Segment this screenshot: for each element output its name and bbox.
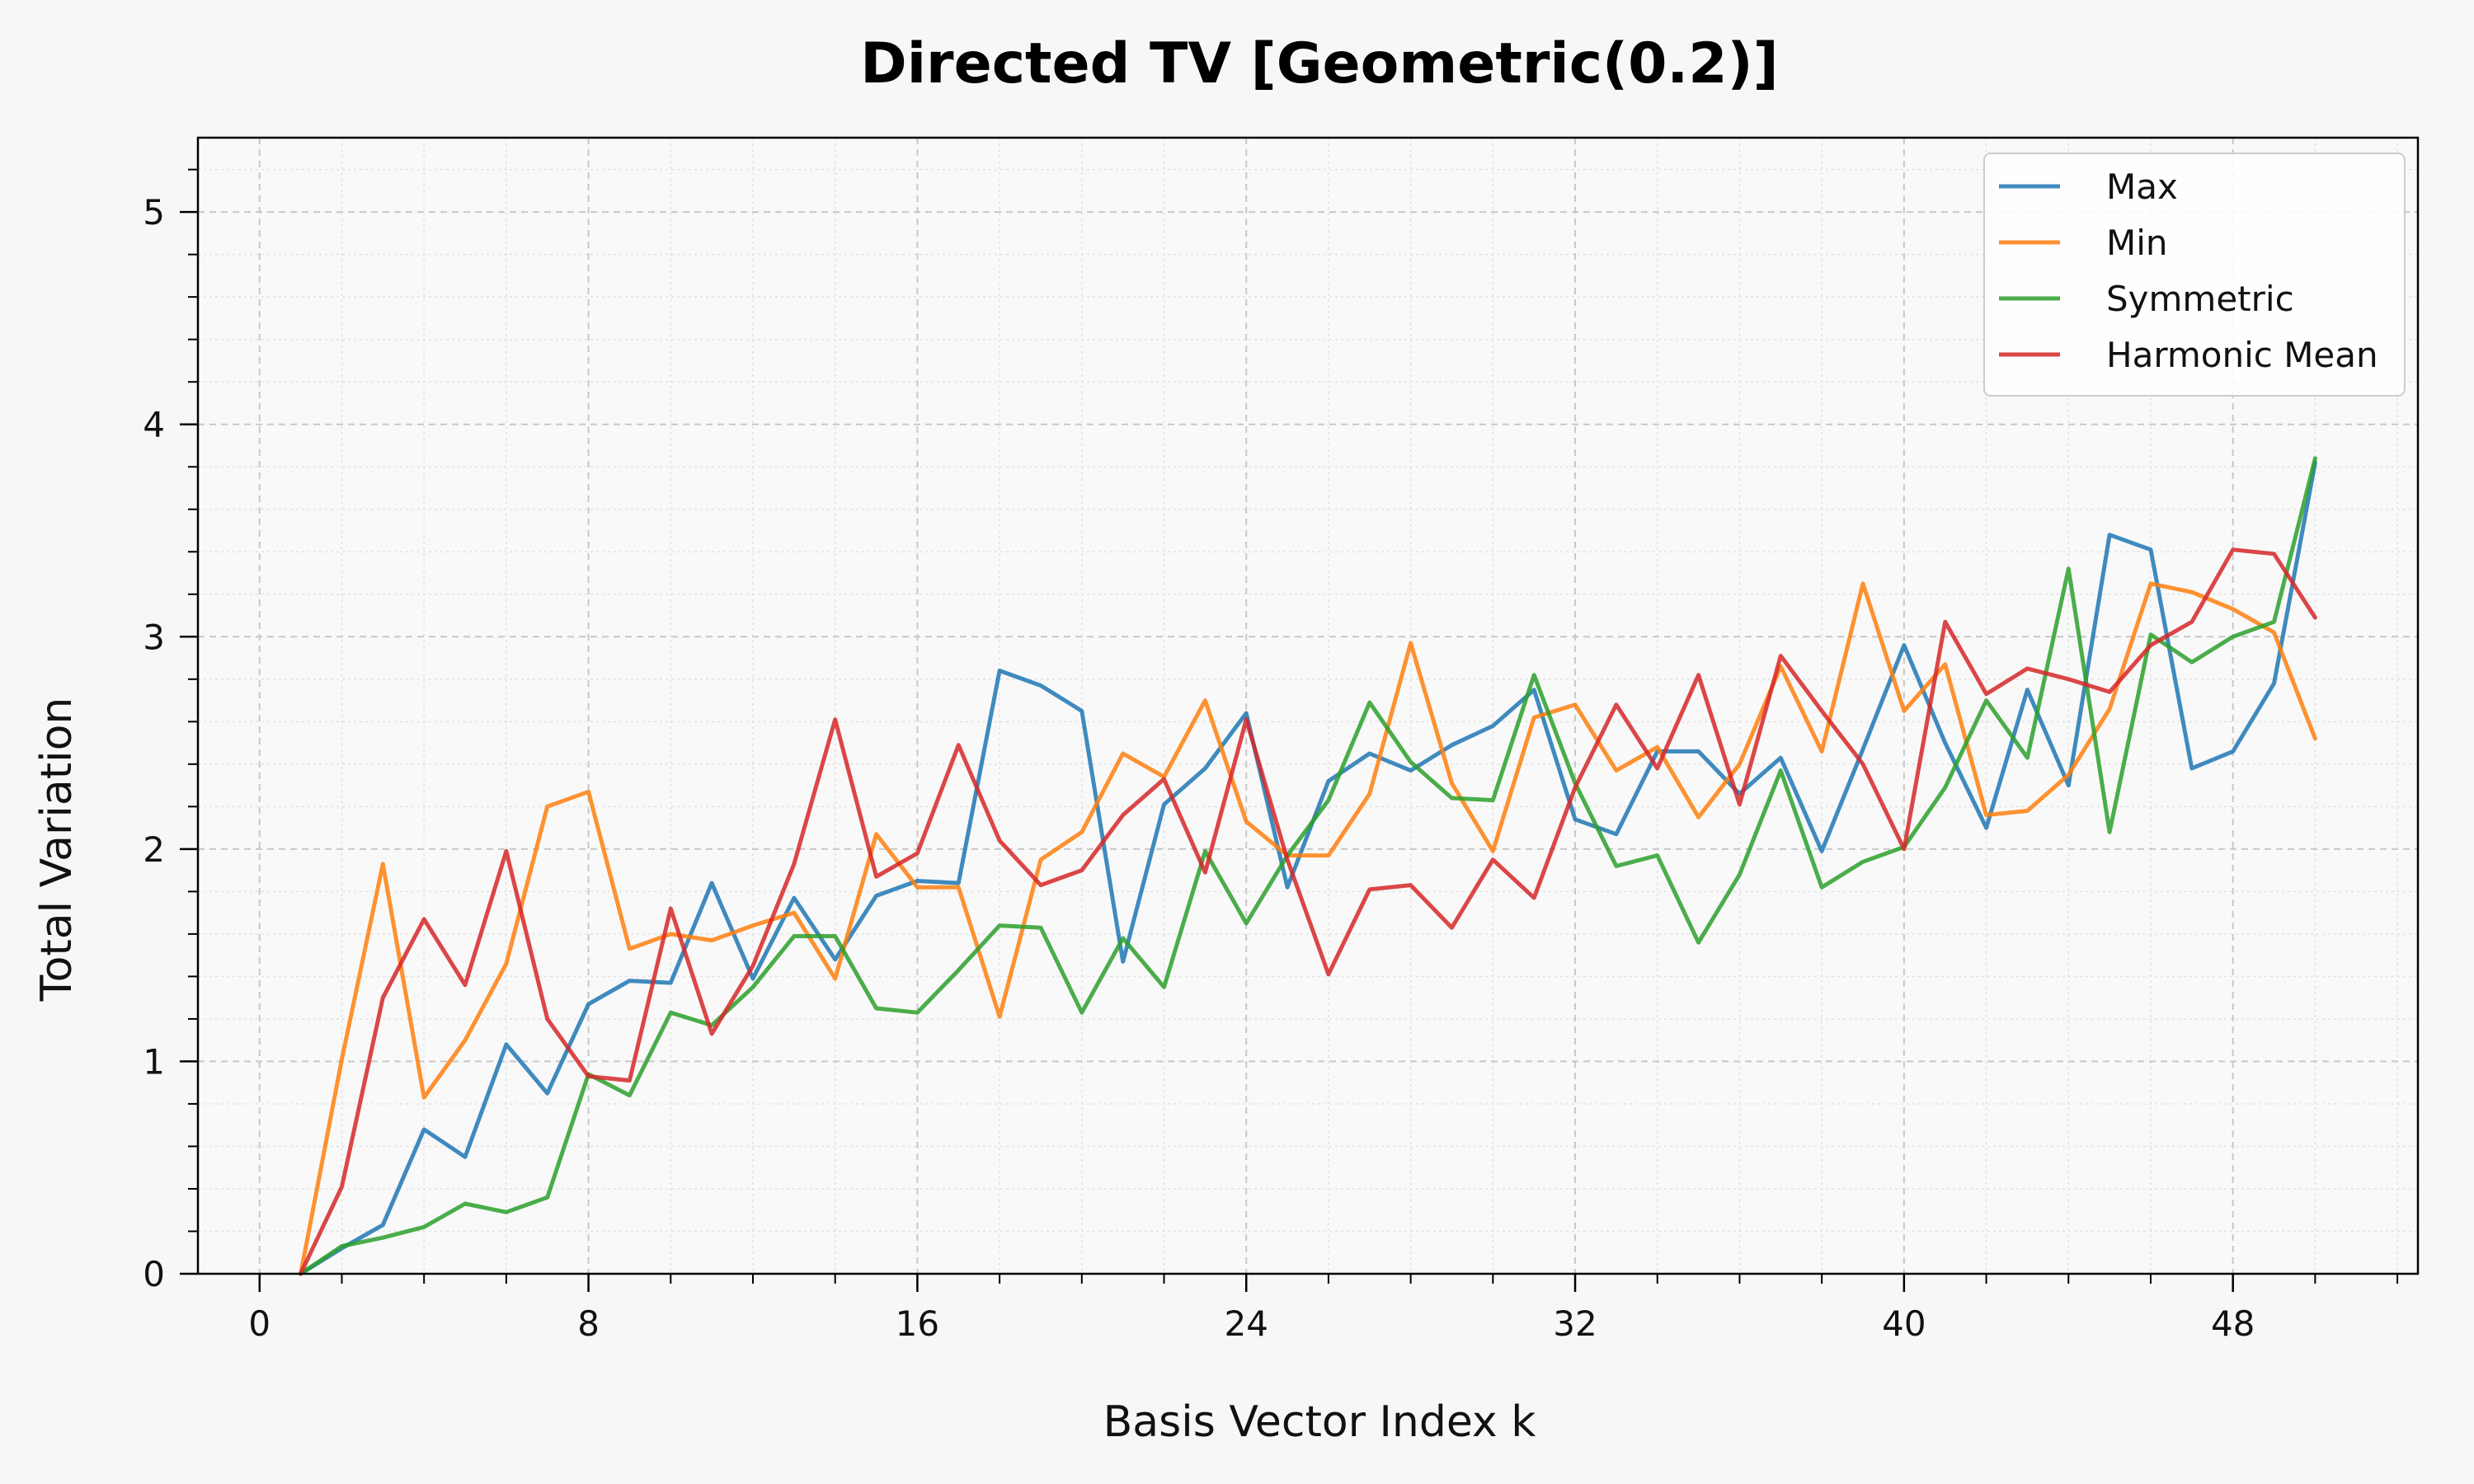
- x-tick-label: 40: [1882, 1303, 1926, 1344]
- series-line-max: [299, 460, 2317, 1276]
- x-tick-label: 16: [896, 1303, 939, 1344]
- x-tick-label: 32: [1553, 1303, 1597, 1344]
- x-tick-label: 0: [248, 1303, 270, 1344]
- chart-title: Directed TV [Geometric(0.2)]: [860, 31, 1778, 96]
- y-tick-label: 2: [143, 829, 165, 870]
- x-tick-label: 24: [1224, 1303, 1268, 1344]
- legend[interactable]: Max Min Symmetric Harmonic Mean: [1983, 153, 2406, 397]
- legend-box: [1983, 153, 2406, 397]
- plot-frame: [196, 136, 2420, 1275]
- legend-label: Harmonic Mean: [2106, 335, 2378, 375]
- legend-label: Symmetric: [2106, 279, 2294, 319]
- axes: 0 8 16 24 32 40 48 0 1 2 3 4 5: [143, 136, 2420, 1344]
- y-tick-label: 0: [143, 1254, 165, 1294]
- x-tick-label: 48: [2211, 1303, 2255, 1344]
- legend-label: Min: [2106, 223, 2168, 263]
- x-axis-label: Basis Vector Index k: [1103, 1397, 1536, 1447]
- y-tick-label: 3: [143, 617, 165, 657]
- y-tick-label: 5: [143, 192, 165, 232]
- series-line-min: [299, 581, 2317, 1276]
- y-tick-label: 4: [143, 405, 165, 445]
- series-line-harmonic-mean: [299, 547, 2317, 1276]
- y-tick-label: 1: [143, 1041, 165, 1082]
- x-tick-label: 8: [577, 1303, 600, 1344]
- legend-label: Max: [2106, 167, 2178, 207]
- plot-lines: [299, 456, 2317, 1276]
- series-line-symmetric: [299, 456, 2317, 1276]
- y-axis-label: Total Variation: [32, 697, 82, 1003]
